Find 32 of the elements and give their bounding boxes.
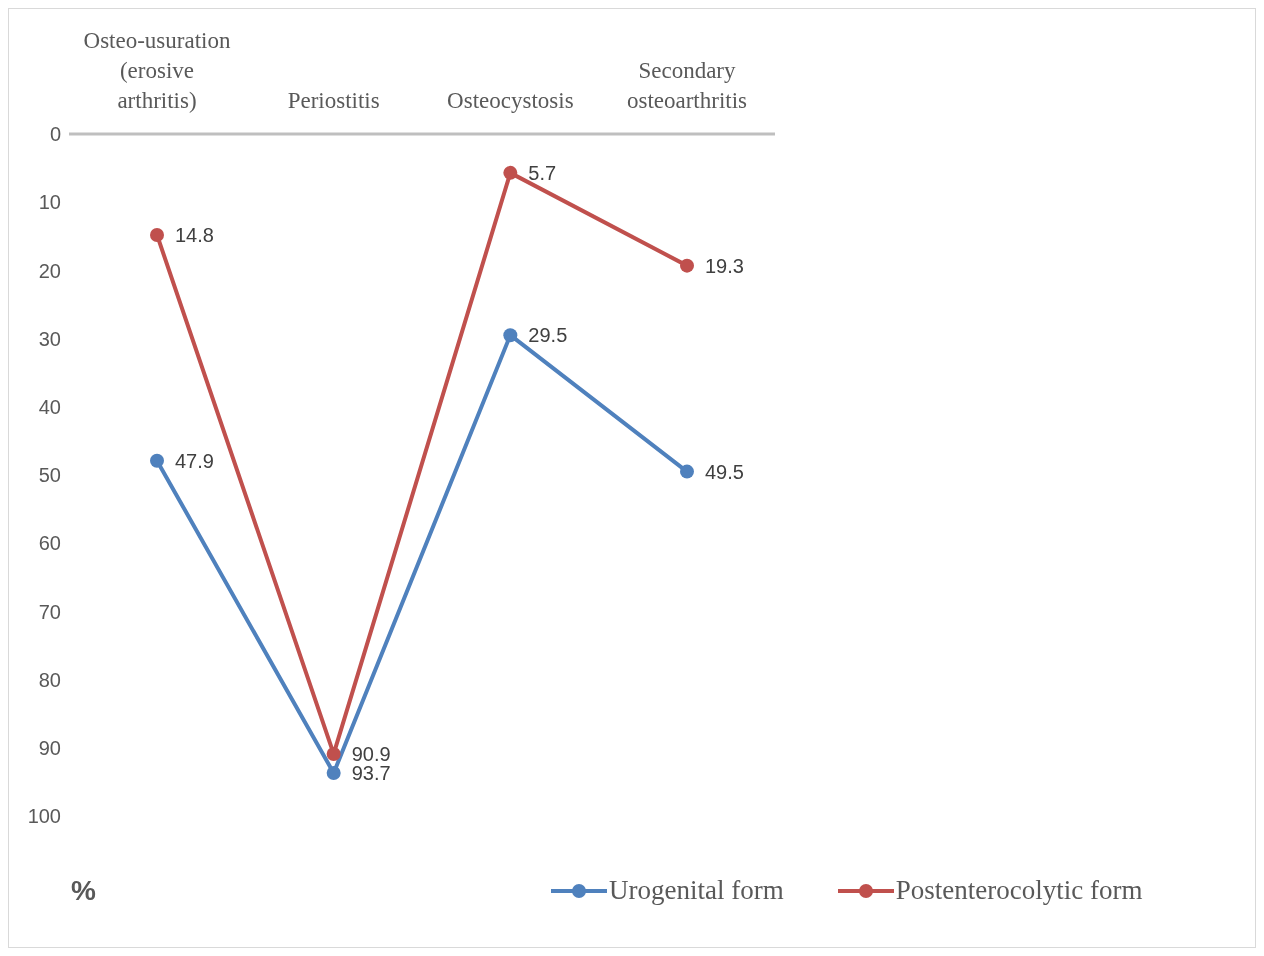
y-tick-label: 50 <box>38 464 61 487</box>
data-label: 47.9 <box>175 449 214 472</box>
point <box>503 328 518 343</box>
data-label: 29.5 <box>528 324 568 347</box>
y-tick-label: 60 <box>38 532 61 555</box>
data-label: 14.8 <box>175 224 214 247</box>
x-tick-label: Osteo-usuration (erosive arthritis) <box>83 28 231 113</box>
y-tick-label: 20 <box>38 259 61 282</box>
point <box>326 766 341 781</box>
x-tick-label: Secondary osteoarthritis <box>626 58 748 113</box>
y-tick-label: 0 <box>49 123 61 146</box>
legend-label: Postenterocolytic form <box>895 875 1143 906</box>
y-tick-label: 80 <box>38 668 61 691</box>
y-tick-label: 90 <box>38 736 61 759</box>
y-tick-label: 100 <box>27 805 61 828</box>
point <box>150 227 164 242</box>
point <box>680 258 694 273</box>
x-tick-label: Periostitis <box>287 88 380 113</box>
y-tick-label: 30 <box>38 327 61 350</box>
text: % <box>71 875 96 907</box>
point <box>326 746 341 761</box>
data-label: 5.7 <box>528 161 557 184</box>
x-tick-label: Osteocystosis <box>447 88 574 113</box>
point <box>503 165 518 180</box>
legend-label: Urogenital form <box>609 875 784 906</box>
data-label: 19.3 <box>705 254 744 277</box>
point <box>150 453 164 468</box>
point <box>680 464 694 479</box>
y-tick-label: 10 <box>38 191 61 214</box>
y-tick-label: 40 <box>38 395 61 418</box>
y-tick-label: 70 <box>38 600 61 623</box>
data-label: 49.5 <box>705 460 744 483</box>
